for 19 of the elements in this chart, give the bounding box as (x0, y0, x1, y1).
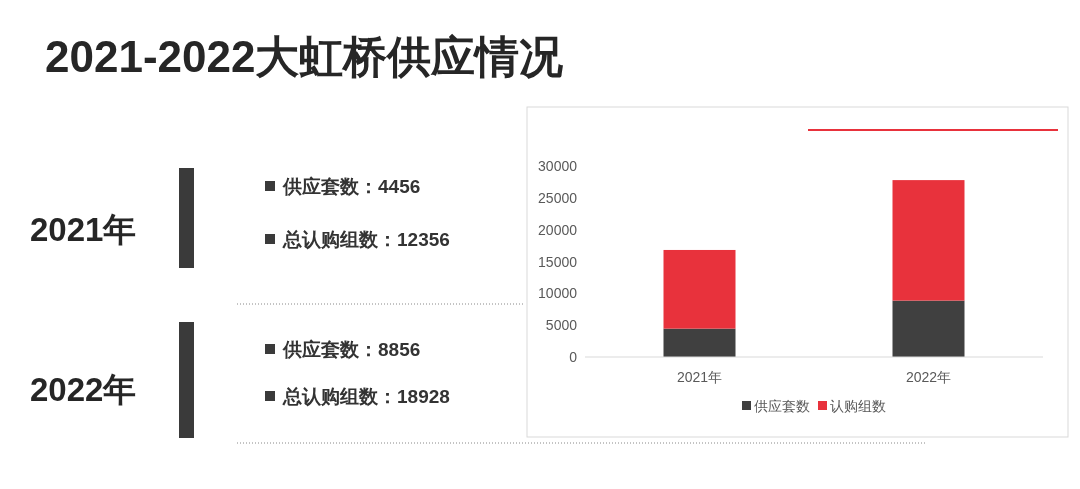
y-tick-label: 15000 (538, 253, 578, 270)
y-tick-label: 10000 (538, 285, 578, 302)
text: 2021-2022大虹桥供应情况 (45, 32, 564, 81)
bar (663, 249, 736, 329)
y-tick-label: 0 (569, 349, 578, 365)
legend-label: 供应套数 (754, 398, 810, 414)
text: 2021年 (30, 211, 137, 248)
text: 总认购组数：18928 (282, 386, 450, 407)
bar (892, 180, 965, 301)
text: 供应套数：4456 (282, 176, 421, 197)
y-tick-label: 30000 (538, 158, 578, 174)
y-tick-label: 20000 (538, 221, 578, 238)
legend-label: 认购组数 (830, 398, 886, 414)
y-tick-label: 5000 (545, 317, 578, 334)
bar (892, 300, 965, 357)
text: 供应套数：8856 (282, 339, 421, 360)
bar (663, 328, 736, 357)
text: 总认购组数：12356 (282, 229, 450, 250)
y-tick-label: 25000 (538, 189, 578, 206)
